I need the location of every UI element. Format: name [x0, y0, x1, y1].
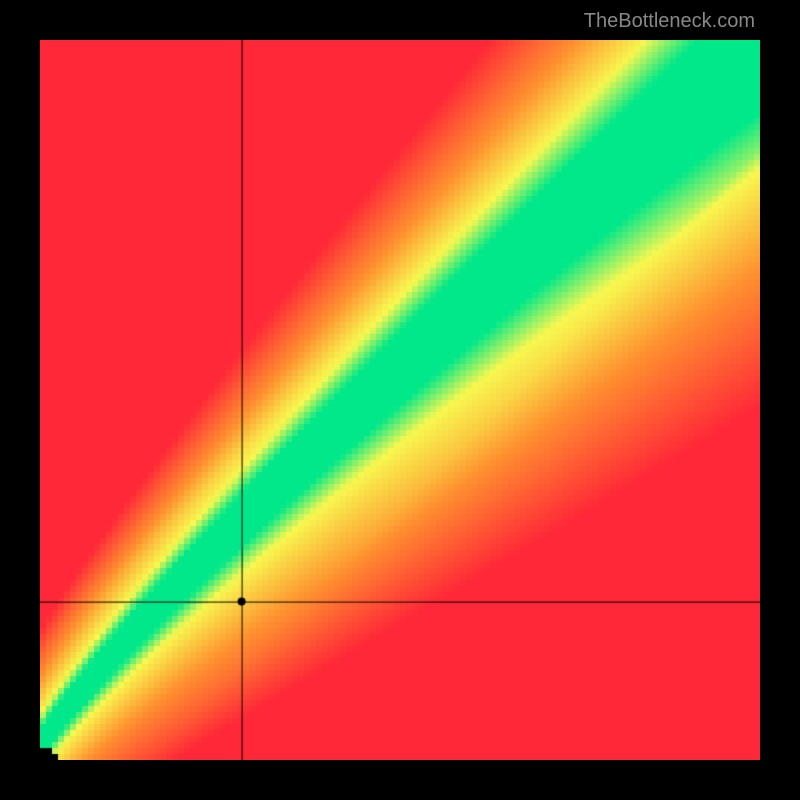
chart-container: TheBottleneck.com — [0, 0, 800, 800]
heatmap-canvas — [40, 40, 760, 760]
heatmap-plot — [40, 40, 760, 760]
watermark-text: TheBottleneck.com — [584, 10, 755, 33]
